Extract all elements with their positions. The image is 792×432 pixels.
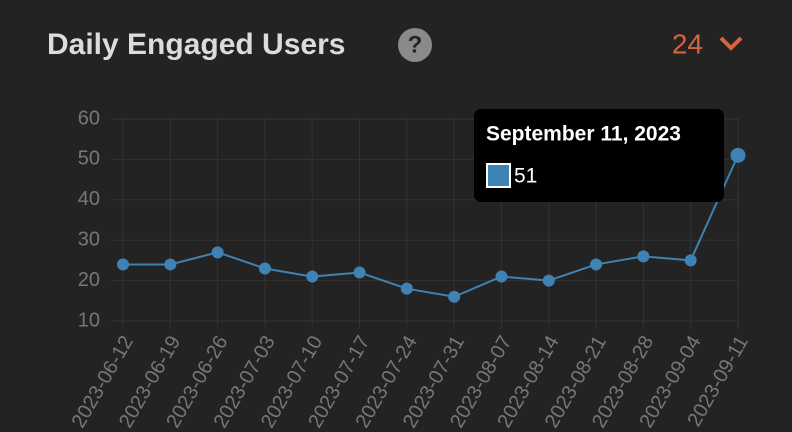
y-tick-label: 10 [78, 309, 100, 331]
y-tick-label: 30 [78, 228, 100, 250]
y-tick-label: 60 [78, 107, 100, 129]
point [353, 266, 366, 279]
help-icon[interactable] [398, 28, 432, 62]
range-select[interactable]: 24 [672, 28, 703, 59]
point [211, 246, 224, 259]
point [590, 258, 603, 271]
line [123, 154, 739, 298]
point [164, 258, 177, 271]
point [637, 250, 650, 263]
point [400, 282, 413, 295]
widget-title: Daily Engaged Users [47, 28, 345, 61]
tooltip-box [474, 109, 724, 202]
tooltip: September 11, 2023 51 [474, 109, 724, 202]
point [306, 270, 319, 283]
point [684, 254, 697, 267]
help-icon-text: ? [408, 31, 423, 58]
point [448, 290, 461, 303]
point [542, 274, 555, 287]
point [258, 262, 271, 275]
point [495, 270, 508, 283]
point [117, 258, 129, 271]
tooltip-value: 51 [514, 165, 537, 188]
tooltip-swatch [486, 163, 511, 188]
point [730, 147, 746, 163]
y-tick-label: 40 [78, 188, 100, 210]
y-tick-label: 20 [78, 269, 100, 291]
tooltip-title: September 11, 2023 [486, 123, 681, 146]
y-tick-label: 50 [78, 148, 100, 170]
dropdown-chevron[interactable] [719, 36, 743, 51]
